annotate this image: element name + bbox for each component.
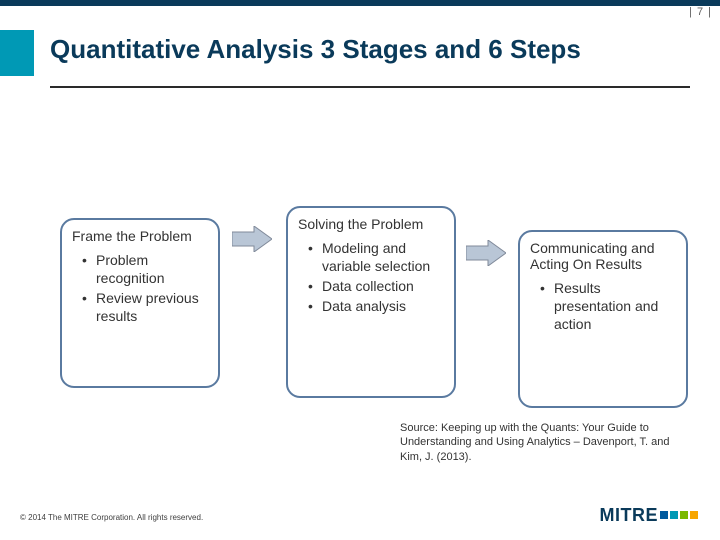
- stage-box-solving: Solving the Problem Modeling and variabl…: [286, 206, 456, 398]
- arrow-icon: [232, 226, 272, 252]
- stage-title: Solving the Problem: [298, 216, 444, 232]
- logo-square-icon: [680, 511, 688, 519]
- slide-title: Quantitative Analysis 3 Stages and 6 Ste…: [50, 34, 690, 65]
- title-rule: [50, 86, 690, 88]
- bullet: Problem recognition: [86, 252, 208, 288]
- stage-bullets: Problem recognition Review previous resu…: [72, 252, 208, 326]
- bullet: Data collection: [312, 278, 444, 296]
- stage-title: Frame the Problem: [72, 228, 208, 244]
- stage-bullets: Modeling and variable selection Data col…: [298, 240, 444, 316]
- stage-bullets: Results presentation and action: [530, 280, 676, 334]
- stage-box-frame: Frame the Problem Problem recognition Re…: [60, 218, 220, 388]
- arrow-icon: [466, 240, 506, 266]
- mitre-logo: MITRE: [600, 505, 699, 526]
- accent-block: [0, 30, 34, 76]
- bullet: Modeling and variable selection: [312, 240, 444, 276]
- copyright: © 2014 The MITRE Corporation. All rights…: [20, 513, 203, 522]
- logo-square-icon: [690, 511, 698, 519]
- logo-square-icon: [670, 511, 678, 519]
- bullet: Data analysis: [312, 298, 444, 316]
- stage-box-communicating: Communicating and Acting On Results Resu…: [518, 230, 688, 408]
- top-bar: [0, 0, 720, 6]
- bullet: Results presentation and action: [544, 280, 676, 334]
- page-number: | 7 |: [689, 6, 712, 18]
- logo-text: MITRE: [600, 505, 659, 525]
- source-citation: Source: Keeping up with the Quants: Your…: [400, 421, 690, 464]
- slide: | 7 | Quantitative Analysis 3 Stages and…: [0, 0, 720, 540]
- stage-title: Communicating and Acting On Results: [530, 240, 676, 272]
- bullet: Review previous results: [86, 290, 208, 326]
- logo-square-icon: [660, 511, 668, 519]
